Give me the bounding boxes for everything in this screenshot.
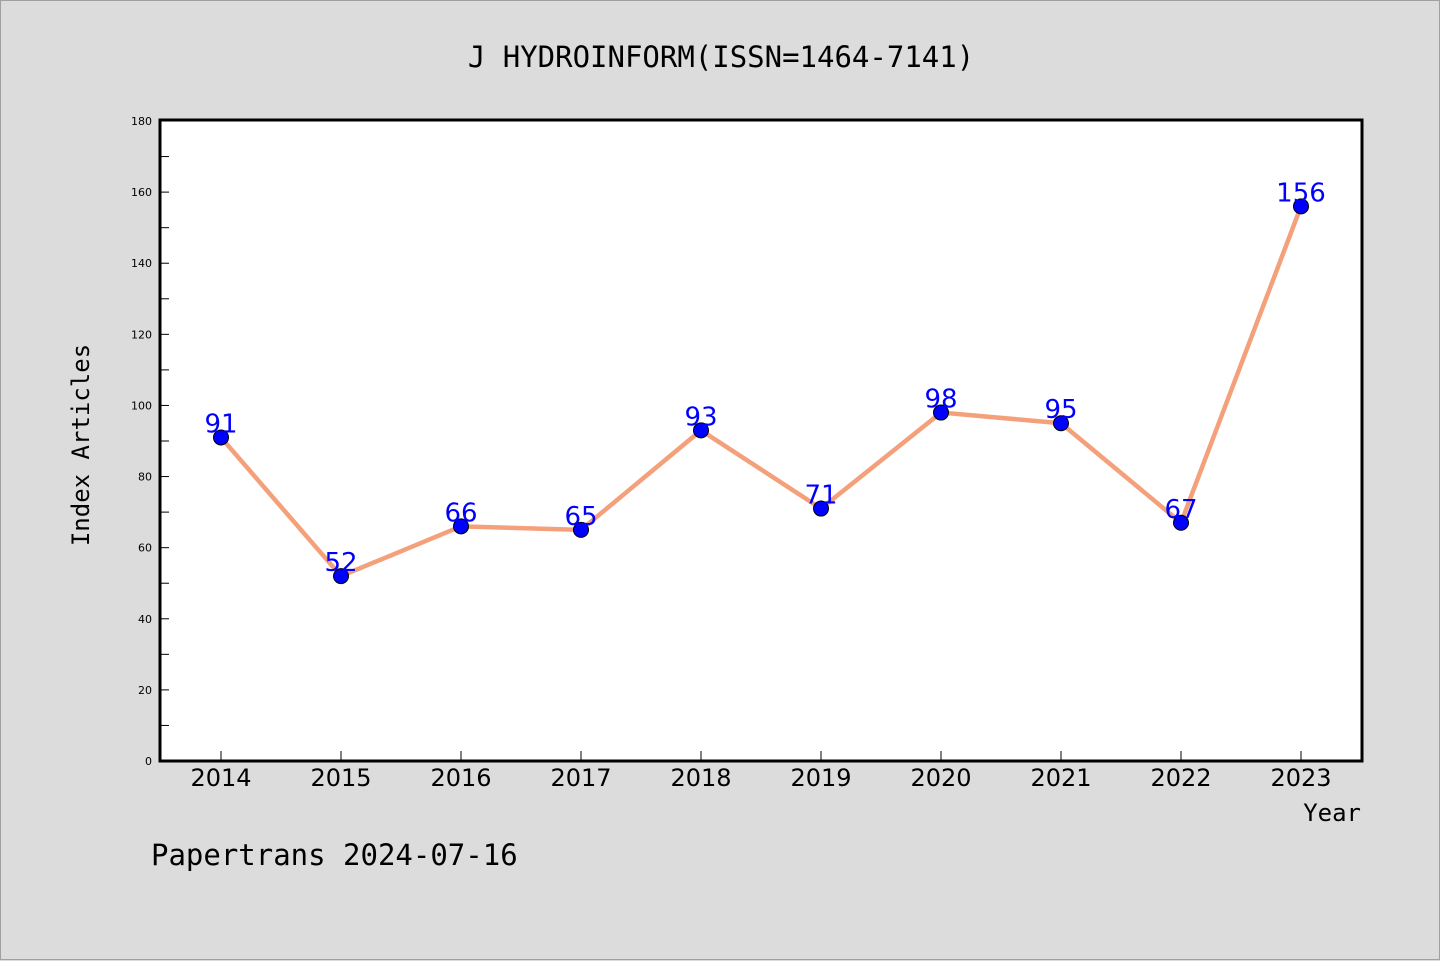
y-axis-ticks: 0 20 40 60 80 100 120 140 160 180 — [131, 115, 169, 768]
y-tick-label: 100 — [131, 399, 152, 412]
data-point — [453, 518, 469, 535]
footer-watermark: Papertrans 2024-07-16 — [151, 838, 518, 872]
data-label: 52 — [324, 548, 357, 578]
y-axis-label: Index Articles — [67, 344, 95, 546]
plot-area — [158, 118, 1364, 763]
data-point — [1173, 514, 1189, 531]
x-tick-label: 2017 — [550, 764, 611, 792]
data-label: 95 — [1044, 395, 1077, 425]
series-line — [219, 205, 1304, 579]
y-tick-label: 80 — [138, 471, 152, 484]
x-tick-label: 2021 — [1030, 764, 1091, 792]
data-point — [333, 568, 349, 585]
y-tick-label: 180 — [131, 115, 152, 128]
x-tick-label: 2015 — [310, 764, 371, 792]
data-label: 66 — [444, 498, 477, 528]
data-label: 71 — [804, 481, 837, 511]
series-layer — [213, 198, 1309, 585]
x-axis-label: Year — [1303, 799, 1361, 827]
chart-title: J HYDROINFORM(ISSN=1464-7141) — [468, 40, 974, 74]
x-tick-label: 2018 — [670, 764, 731, 792]
y-tick-label: 140 — [131, 257, 152, 270]
x-tick-label: 2016 — [430, 764, 491, 792]
data-label: 91 — [204, 409, 237, 439]
y-tick-label: 0 — [145, 755, 152, 768]
y-tick-label: 120 — [131, 328, 152, 341]
data-point — [213, 429, 229, 446]
data-label: 156 — [1276, 178, 1326, 208]
data-label: 93 — [684, 402, 717, 432]
data-label: 65 — [564, 502, 597, 532]
data-label: 98 — [924, 385, 957, 415]
x-tick-label: 2020 — [910, 764, 971, 792]
data-point — [933, 404, 949, 421]
data-label: 67 — [1164, 495, 1197, 525]
x-tick-label: 2019 — [790, 764, 851, 792]
data-point — [1053, 415, 1069, 432]
x-tick-label: 2022 — [1150, 764, 1211, 792]
y-tick-label: 160 — [131, 186, 152, 199]
data-point — [573, 521, 589, 538]
data-point — [1293, 198, 1309, 215]
x-tick-label: 2014 — [190, 764, 251, 792]
y-tick-label: 60 — [138, 542, 152, 555]
data-point — [693, 422, 709, 439]
x-tick-label: 2023 — [1270, 764, 1331, 792]
data-point — [813, 500, 829, 517]
y-tick-label: 20 — [138, 684, 152, 697]
x-axis-ticks: 2014 2015 2016 2017 2018 2019 2020 2021 2022 2023 — [190, 751, 1332, 792]
y-tick-label: 40 — [138, 613, 152, 626]
data-labels-layer: 91 52 66 65 93 71 98 95 67 156 — [204, 178, 1325, 578]
